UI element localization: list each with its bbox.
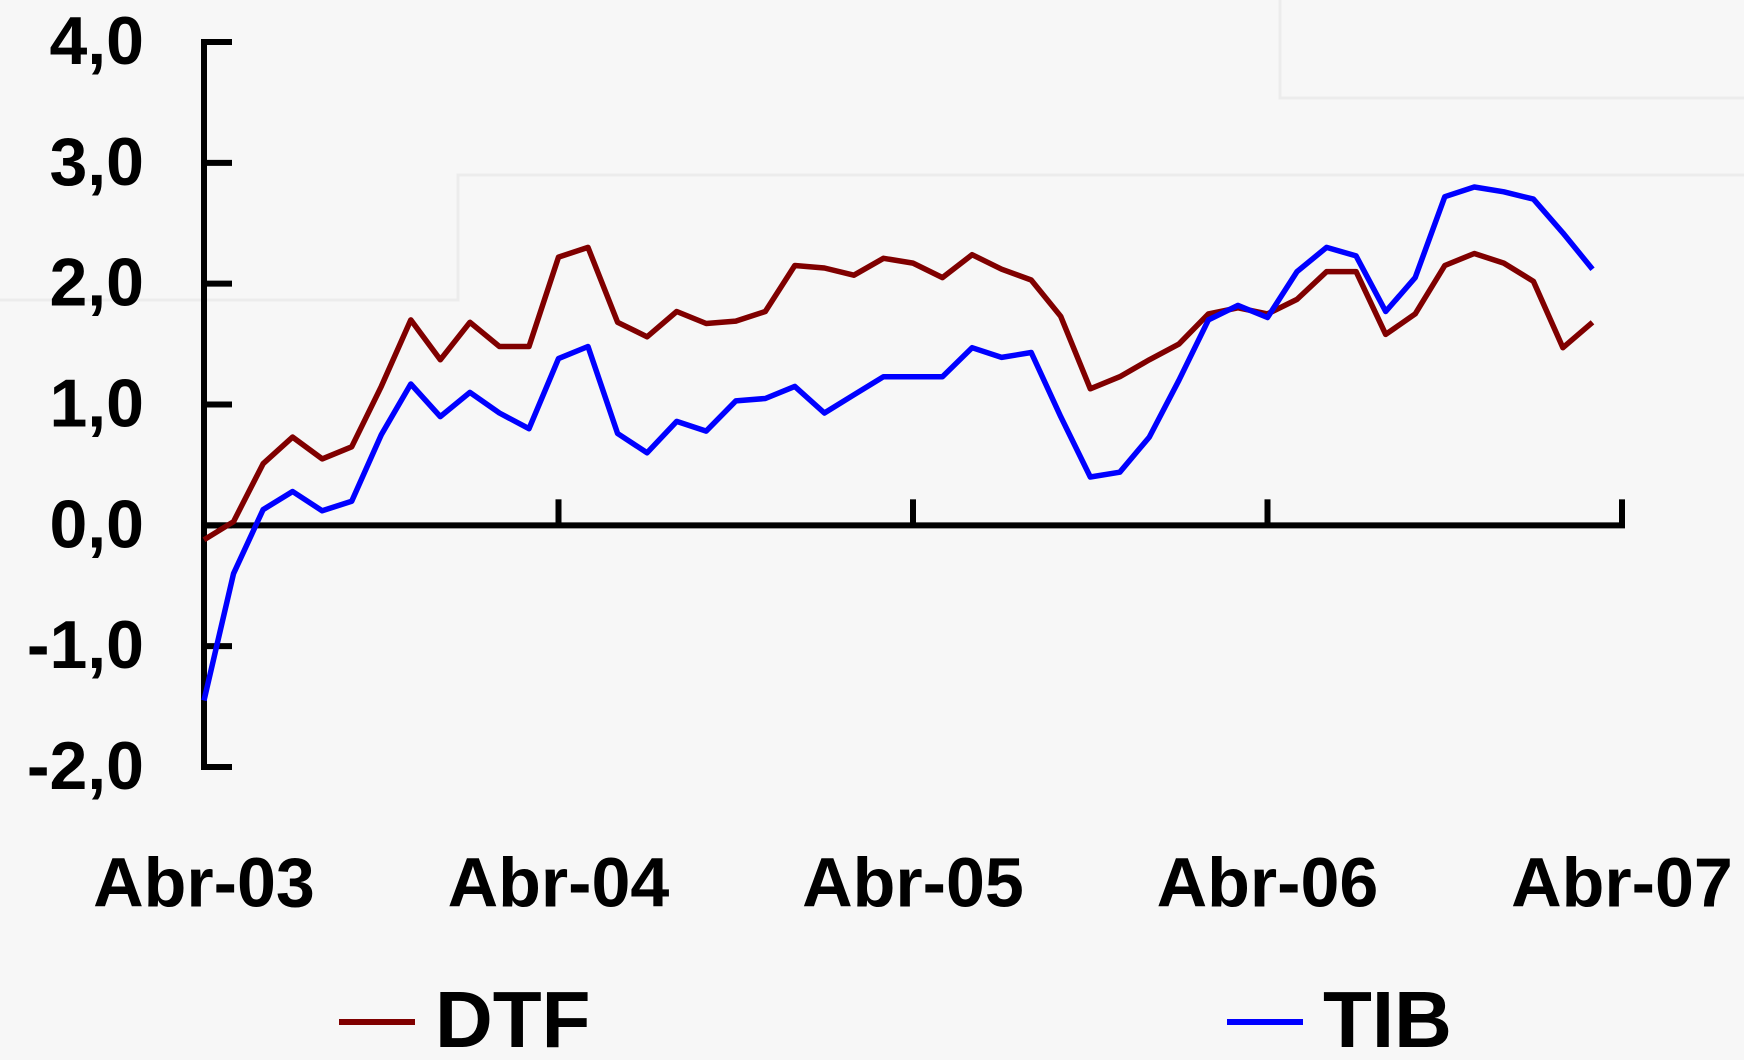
- legend-label: DTF: [435, 975, 591, 1055]
- x-tick-label: Abr-03: [93, 843, 315, 921]
- y-tick-label: 2,0: [49, 245, 144, 321]
- y-tick-label: 0,0: [49, 486, 144, 562]
- x-tick-label: Abr-04: [448, 843, 670, 921]
- y-tick-label: 1,0: [49, 365, 144, 441]
- background-decoration: [0, 0, 1744, 302]
- y-tick-label: -2,0: [27, 728, 144, 804]
- data-line: [201, 184, 1595, 702]
- data-line: [202, 244, 1595, 543]
- x-tick-label: Abr-07: [1511, 843, 1733, 921]
- x-tick-label: Abr-05: [802, 843, 1024, 921]
- y-tick-label: -1,0: [27, 607, 144, 683]
- legend-label: TIB: [1323, 975, 1452, 1055]
- y-tick-label: 4,0: [49, 3, 144, 79]
- x-tick-label: Abr-06: [1157, 843, 1379, 921]
- y-tick-label: 3,0: [49, 124, 144, 200]
